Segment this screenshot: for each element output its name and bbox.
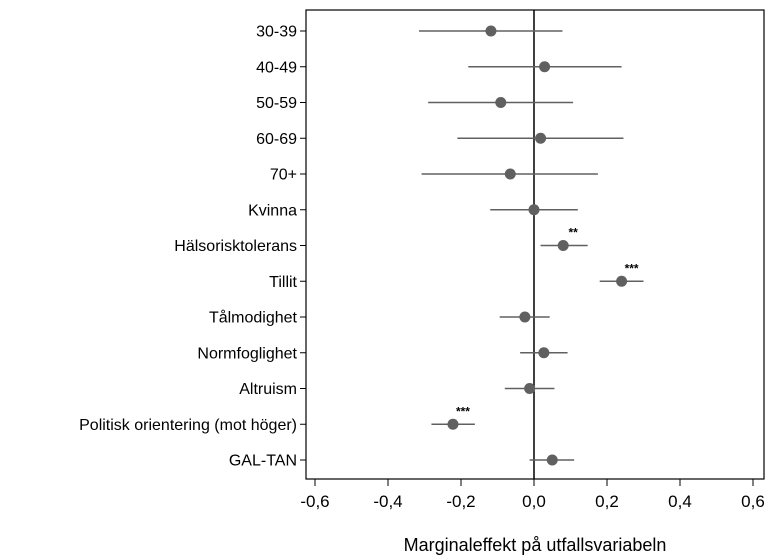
- y-category-label: 70+: [270, 167, 297, 184]
- significance-stars: ***: [456, 404, 470, 418]
- y-category-label: Tålmodighet: [209, 309, 298, 327]
- y-category-label: Normfoglighet: [197, 345, 297, 362]
- y-category-label: 30-39: [256, 24, 297, 41]
- y-category-label: GAL-TAN: [229, 453, 297, 470]
- point-estimate: [557, 240, 569, 251]
- y-category-label: Politisk orientering (mot höger): [79, 417, 297, 434]
- x-tick-label: -0,2: [446, 492, 475, 511]
- point-estimate: [535, 132, 547, 144]
- x-tick-label: -0,6: [300, 492, 329, 511]
- y-category-label: 50-59: [256, 95, 297, 112]
- point-estimate: [528, 204, 540, 216]
- y-category-label: Tillit: [269, 274, 297, 291]
- point-estimate: [495, 97, 507, 108]
- point-estimate: [539, 61, 551, 73]
- x-tick-label: 0,6: [741, 492, 765, 511]
- point-estimate: [519, 311, 531, 323]
- point-estimate: [616, 275, 628, 287]
- plot-frame: [305, 9, 765, 480]
- point-estimate: [546, 454, 558, 466]
- x-tick-label: 0,2: [595, 492, 619, 511]
- y-category-label: 60-69: [256, 131, 297, 148]
- point-estimate: [447, 418, 459, 430]
- point-estimate: [524, 383, 536, 394]
- point-estimate: [504, 168, 516, 180]
- x-tick-label: 0,4: [668, 492, 692, 511]
- y-category-label: Kvinna: [248, 202, 297, 219]
- y-category-label: 40-49: [256, 59, 297, 76]
- x-tick-label: 0,0: [522, 492, 546, 511]
- x-axis-label: Marginaleffekt på utfallsvariabeln: [404, 535, 667, 555]
- significance-stars: ***: [625, 261, 639, 275]
- x-tick-label: -0,4: [373, 492, 402, 511]
- significance-stars: **: [569, 226, 579, 240]
- y-category-label: Altruism: [239, 381, 297, 398]
- point-estimate: [538, 347, 550, 359]
- y-category-label: Hälsorisktolerans: [174, 238, 297, 255]
- point-estimate: [485, 25, 497, 37]
